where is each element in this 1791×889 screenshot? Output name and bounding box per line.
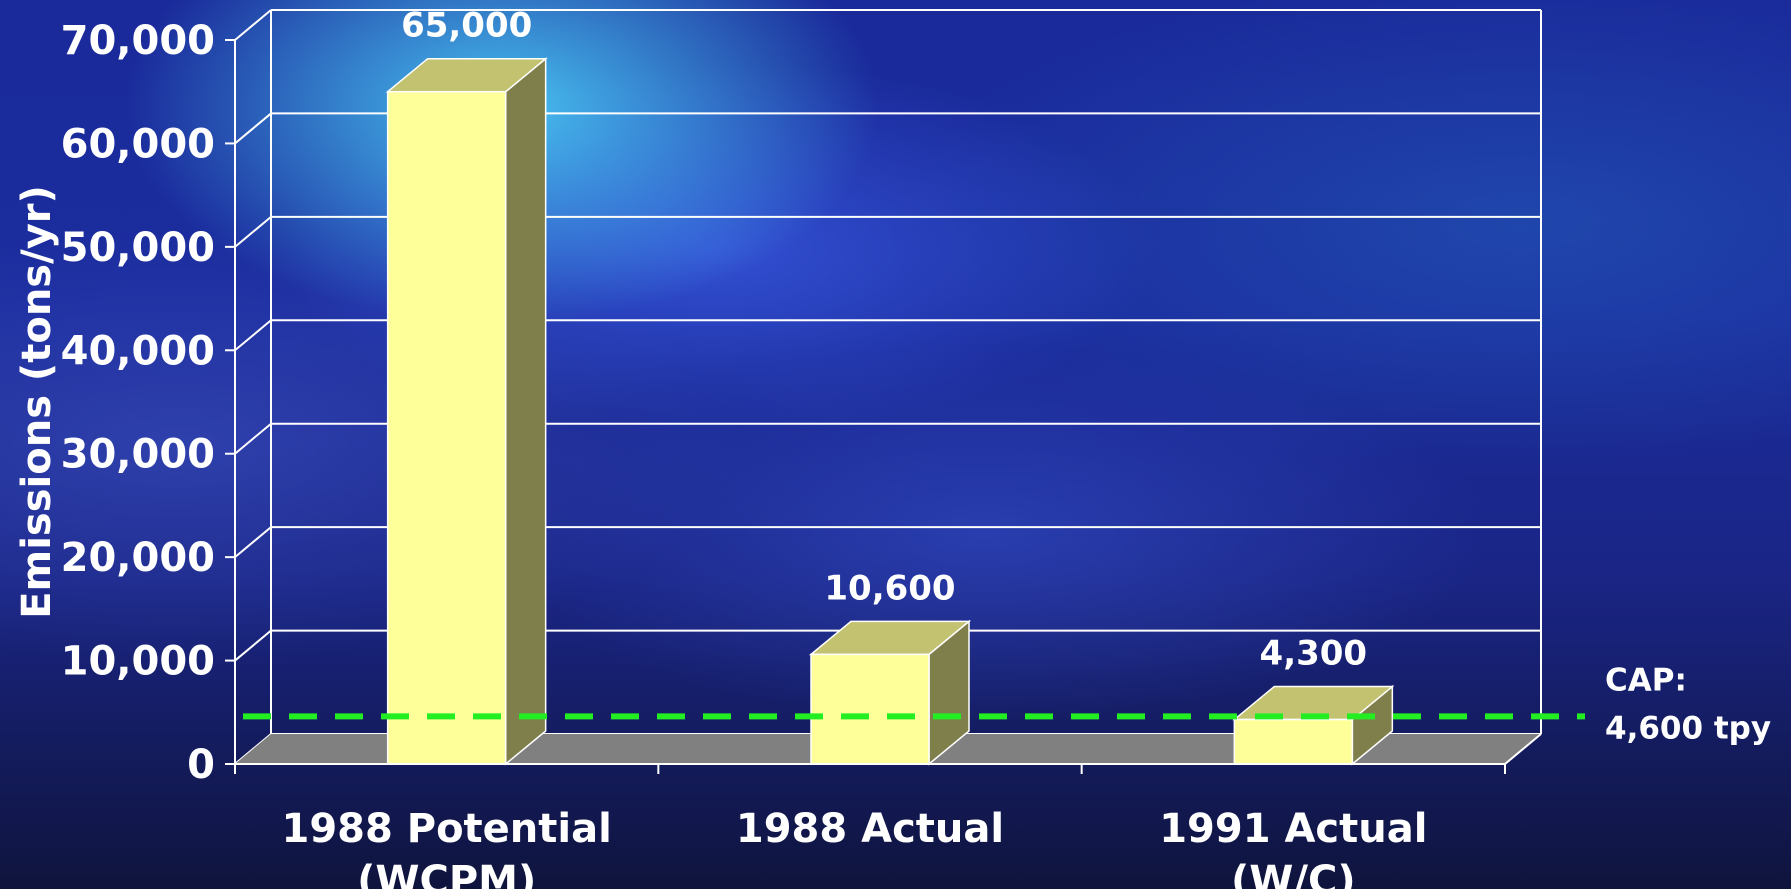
bar: [810, 653, 930, 765]
y-tick-label: 70,000: [61, 18, 215, 64]
cap-label: 4,600 tpy: [1605, 710, 1771, 746]
side-wall-gridline: [234, 112, 272, 145]
side-wall-gridline: [234, 526, 272, 558]
y-tick-label: 60,000: [61, 121, 215, 167]
x-tick-label: (W/C): [1231, 858, 1356, 889]
floor-right-edge: [1504, 733, 1542, 765]
bars: [385, 57, 1395, 766]
bar: [1233, 718, 1354, 765]
x-tick-label: (WCPM): [357, 858, 536, 889]
labels: 0 10,000 20,000 30,000 40,000 50,000 60,000 70,…: [14, 6, 1771, 889]
data-label: 4,300: [1260, 634, 1368, 674]
axes: [225, 39, 1542, 774]
x-tick-label: 1988 Actual: [736, 806, 1004, 852]
y-axis-title: Emissions (tons/yr): [14, 185, 60, 619]
x-tick-label: 1991 Actual: [1159, 806, 1427, 852]
y-tick-label: 30,000: [61, 432, 215, 478]
bar: [386, 90, 507, 765]
data-label: 65,000: [401, 6, 532, 46]
y-tick-label: 50,000: [61, 225, 215, 271]
y-tick-label: 40,000: [61, 328, 215, 374]
y-tick-label: 20,000: [61, 535, 215, 581]
side-wall-gridline: [234, 422, 272, 455]
y-tick-label: 10,000: [61, 639, 215, 685]
side-wall-gridline: [234, 629, 272, 662]
y-tick-label: 0: [187, 742, 215, 788]
x-tick-label: 1988 Potential: [282, 806, 612, 852]
side-wall-gridline: [234, 216, 272, 248]
side-wall-gridline: [234, 9, 272, 41]
side-wall-gridline: [234, 319, 272, 352]
data-label: 10,600: [824, 568, 955, 608]
cap-label: CAP:: [1605, 662, 1687, 698]
bar-side: [504, 57, 547, 766]
